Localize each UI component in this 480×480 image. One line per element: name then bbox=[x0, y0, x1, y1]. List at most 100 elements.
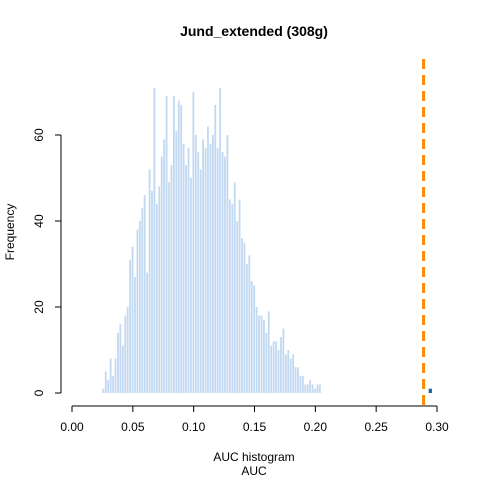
histogram-bar bbox=[314, 388, 316, 393]
histogram-bar bbox=[107, 380, 110, 393]
histogram-bar bbox=[272, 341, 275, 393]
histogram-bar bbox=[129, 259, 132, 393]
histogram-bar bbox=[221, 152, 224, 393]
histogram-bar bbox=[172, 96, 175, 394]
histogram-bar bbox=[126, 307, 129, 393]
x-tick-label: 0.15 bbox=[243, 420, 267, 434]
histogram-bar bbox=[158, 186, 161, 393]
highlight-bar bbox=[428, 388, 432, 393]
histogram-bar bbox=[102, 388, 105, 393]
histogram-bar bbox=[294, 367, 297, 393]
histogram-bar bbox=[148, 169, 151, 393]
histogram-bar bbox=[194, 135, 197, 393]
histogram-bar bbox=[289, 358, 292, 393]
histogram-bar bbox=[151, 190, 153, 393]
histogram-bar bbox=[163, 139, 166, 393]
histogram-bar bbox=[224, 156, 226, 393]
x-tick-label: 0.10 bbox=[182, 420, 206, 434]
histogram-bar bbox=[119, 324, 122, 393]
histogram-bar bbox=[136, 229, 139, 393]
histogram-bar bbox=[214, 104, 217, 394]
histogram-bar bbox=[299, 375, 302, 393]
histogram-bar bbox=[265, 332, 268, 393]
histogram-bar bbox=[301, 375, 304, 393]
x-tick-label: 0.20 bbox=[304, 420, 328, 434]
histogram-bar bbox=[197, 152, 200, 393]
histogram-bar bbox=[258, 315, 260, 393]
histogram-bar bbox=[275, 341, 278, 393]
histogram-bar bbox=[109, 358, 112, 393]
histogram-bar bbox=[245, 264, 248, 393]
histogram-bar bbox=[143, 195, 146, 393]
y-tick-label: 0 bbox=[32, 389, 46, 396]
histogram-bar bbox=[316, 384, 319, 393]
histogram-bar bbox=[292, 354, 295, 393]
histogram-bar bbox=[160, 156, 163, 393]
histogram-bar bbox=[141, 208, 144, 393]
histogram-bars bbox=[102, 87, 321, 394]
histogram-bar bbox=[226, 135, 229, 393]
histogram-bar bbox=[263, 319, 265, 393]
histogram-bar bbox=[304, 384, 307, 393]
histogram-bar bbox=[267, 311, 270, 393]
histogram-bar bbox=[190, 178, 192, 393]
histogram-bar bbox=[177, 100, 180, 393]
histogram-bar bbox=[282, 328, 285, 393]
histogram-bar bbox=[241, 238, 243, 393]
y-tick-label: 40 bbox=[32, 214, 46, 228]
x-axis-label: AUC histogram bbox=[213, 450, 294, 464]
histogram-bar bbox=[165, 96, 168, 394]
histogram-bar bbox=[306, 384, 309, 393]
histogram-bar bbox=[228, 199, 231, 393]
histogram-bar bbox=[202, 139, 205, 393]
histogram-bar bbox=[287, 350, 290, 393]
histogram-bar bbox=[297, 367, 299, 393]
highlight-bar-group bbox=[428, 388, 432, 393]
histogram-bar bbox=[187, 147, 190, 393]
x-tick-label: 0.00 bbox=[60, 420, 84, 434]
histogram-bar bbox=[219, 87, 222, 393]
histogram-bar bbox=[248, 255, 251, 393]
histogram-bar bbox=[211, 135, 214, 393]
histogram-bar bbox=[309, 380, 312, 393]
x-tick-label: 0.30 bbox=[425, 420, 449, 434]
histogram-bar bbox=[284, 354, 287, 393]
histogram-bar bbox=[134, 276, 136, 393]
histogram-bar bbox=[124, 315, 127, 393]
x-tick-label: 0.05 bbox=[121, 420, 145, 434]
histogram-bar bbox=[260, 315, 263, 393]
histogram-bar bbox=[170, 165, 173, 393]
histogram-bar bbox=[209, 143, 212, 393]
histogram-bar bbox=[112, 375, 114, 393]
y-axis: 0 20 40 60 bbox=[32, 128, 62, 396]
histogram-bar bbox=[253, 285, 256, 393]
histogram-bar bbox=[155, 203, 158, 393]
histogram-bar bbox=[153, 87, 156, 393]
histogram-bar bbox=[185, 165, 187, 393]
histogram-bar bbox=[311, 384, 314, 393]
histogram-bar bbox=[277, 350, 280, 393]
histogram-bar bbox=[146, 272, 149, 393]
histogram-bar bbox=[168, 182, 170, 393]
histogram-bar bbox=[238, 199, 241, 393]
histogram-bar bbox=[236, 221, 239, 393]
x-axis-sublabel: AUC bbox=[241, 464, 267, 478]
histogram-bar bbox=[175, 130, 178, 393]
histogram-bar bbox=[199, 169, 202, 393]
histogram-bar bbox=[318, 384, 321, 393]
histogram-bar bbox=[104, 371, 107, 393]
histogram-bar bbox=[216, 147, 219, 393]
histogram-bar bbox=[270, 345, 273, 393]
histogram-bar bbox=[180, 104, 183, 394]
y-tick-label: 60 bbox=[32, 128, 46, 142]
histogram-bar bbox=[207, 126, 209, 394]
histogram-bar bbox=[117, 332, 119, 393]
histogram-bar bbox=[131, 246, 134, 393]
y-axis-label: Frequency bbox=[3, 204, 17, 261]
chart-title: Jund_extended (308g) bbox=[180, 23, 328, 39]
histogram-bar bbox=[121, 345, 124, 393]
histogram-bar bbox=[280, 337, 282, 393]
histogram-bar bbox=[204, 147, 207, 393]
histogram-bar bbox=[192, 92, 195, 393]
